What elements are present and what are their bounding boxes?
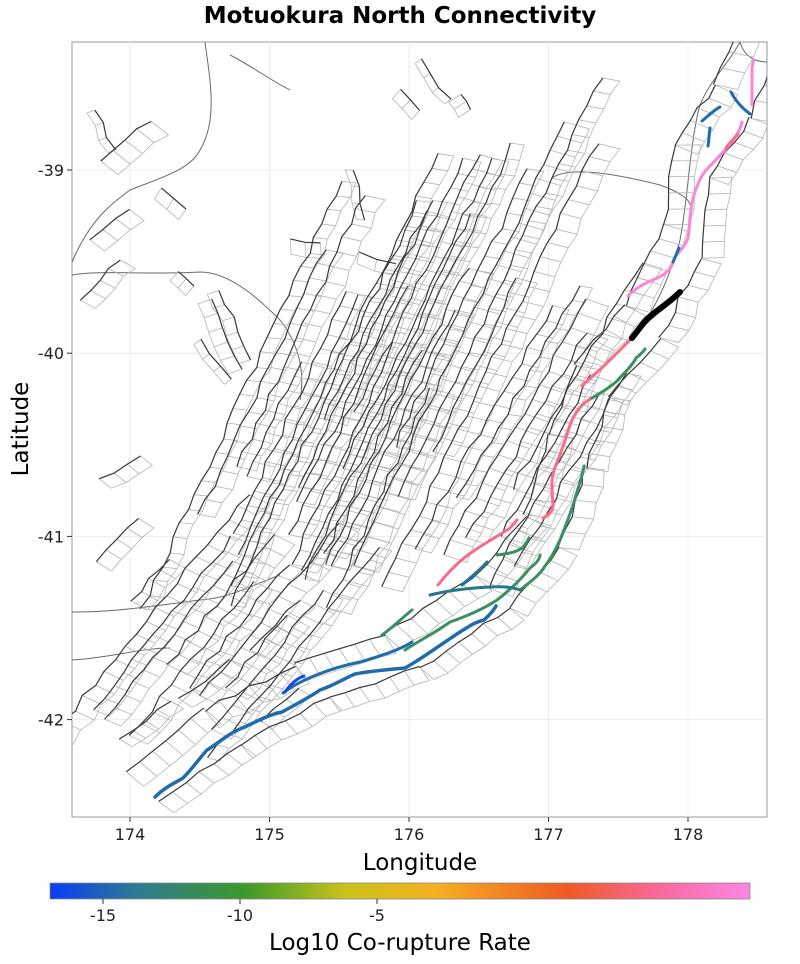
rupture-segments bbox=[153, 58, 756, 799]
rupture-segment-blue-ne-4 bbox=[671, 246, 681, 264]
map-panel: 174 175 176 177 178 -39 -40 -41 -42 bbox=[38, 41, 768, 844]
colorbar-ticks: -15 -10 -5 bbox=[90, 899, 385, 925]
colorbar-tick-label: -10 bbox=[227, 906, 253, 925]
rupture-segment-blue-ne-1 bbox=[700, 105, 722, 123]
y-axis-ticks: -39 -40 -41 -42 bbox=[38, 161, 72, 730]
x-tick-label: 175 bbox=[254, 825, 285, 844]
x-axis-ticks: 174 175 176 177 178 bbox=[115, 817, 704, 844]
x-axis-label: Longitude bbox=[363, 850, 477, 876]
rupture-segment-bright-blue bbox=[283, 674, 306, 694]
rupture-segment-pink-3 bbox=[580, 338, 632, 388]
colorbar-tick-label: -5 bbox=[369, 906, 385, 925]
chart-title: Motuokura North Connectivity bbox=[204, 3, 597, 29]
rupture-segment-teal-1 bbox=[428, 585, 522, 597]
fault-patch-outlines bbox=[72, 42, 767, 814]
rupture-segment-green-1 bbox=[380, 608, 414, 637]
rupture-segment-green-3 bbox=[518, 464, 586, 592]
rupture-segment-pink-4 bbox=[724, 132, 740, 150]
rupture-segment-blue-south bbox=[153, 604, 498, 799]
rupture-segment-magenta-1 bbox=[626, 261, 675, 298]
rupture-segment-blue-strand bbox=[281, 640, 414, 695]
y-tick-label: -41 bbox=[38, 527, 64, 546]
colorbar-gradient bbox=[49, 882, 751, 900]
target-fault-motuokura-north bbox=[629, 289, 683, 341]
rupture-segment-green-2 bbox=[403, 553, 542, 652]
x-tick-label: 176 bbox=[394, 825, 425, 844]
rupture-segment-pink-1 bbox=[436, 518, 519, 587]
rupture-segment-magenta-3 bbox=[750, 58, 756, 107]
rupture-segment-pink-2 bbox=[541, 396, 594, 520]
colorbar-tick-label: -15 bbox=[90, 906, 116, 925]
y-axis-label: Latitude bbox=[8, 382, 34, 477]
x-tick-label: 177 bbox=[533, 825, 564, 844]
y-tick-label: -39 bbox=[38, 161, 64, 180]
fault-network bbox=[72, 42, 767, 814]
x-tick-label: 178 bbox=[673, 825, 704, 844]
x-tick-label: 174 bbox=[115, 825, 146, 844]
rupture-segment-blue-ne-3 bbox=[729, 90, 752, 116]
colorbar-label: Log10 Co-rupture Rate bbox=[269, 930, 531, 956]
y-tick-label: -42 bbox=[38, 711, 64, 730]
gridlines bbox=[72, 42, 767, 817]
rupture-segment-blue-short bbox=[461, 575, 475, 586]
y-tick-label: -40 bbox=[38, 344, 64, 363]
rupture-segment-green-north bbox=[590, 347, 647, 400]
rupture-segment-teal-3 bbox=[495, 536, 531, 557]
colorbar: -15 -10 -5 Log10 Co-rupture Rate bbox=[49, 882, 751, 956]
rupture-segment-blue-ne-2 bbox=[706, 126, 712, 148]
